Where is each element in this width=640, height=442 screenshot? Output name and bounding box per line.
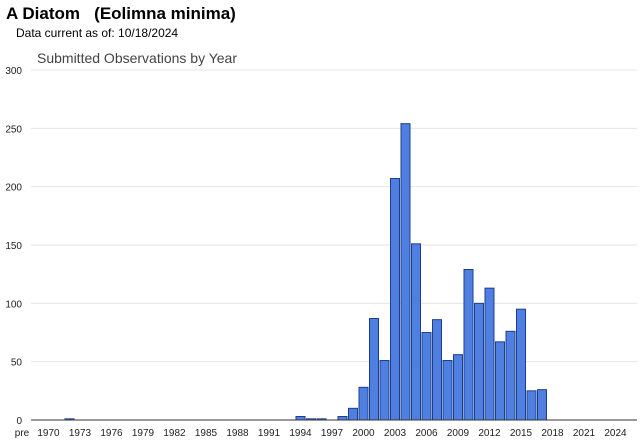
y-tick-label: 300 bbox=[5, 66, 22, 77]
y-tick-label: 250 bbox=[5, 124, 22, 135]
x-tick-label: 1976 bbox=[100, 428, 123, 439]
page-subtitle: Data current as of: 10/18/2024 bbox=[16, 26, 179, 40]
x-tick-label: 1985 bbox=[195, 428, 218, 439]
x-tick-label: 2012 bbox=[478, 428, 501, 439]
x-tick-label: 1988 bbox=[226, 428, 249, 439]
bar-2017 bbox=[537, 389, 547, 421]
x-tick-label: 1973 bbox=[69, 428, 92, 439]
bar-2010 bbox=[463, 269, 474, 421]
bar-1999 bbox=[348, 407, 358, 421]
x-tick-label: pre bbox=[15, 428, 30, 439]
chart-title: Submitted Observations by Year bbox=[37, 50, 238, 66]
x-tick-label: 2003 bbox=[384, 428, 407, 439]
y-tick-label: 150 bbox=[5, 241, 22, 252]
bar-1994 bbox=[295, 416, 306, 421]
y-tick-label: 0 bbox=[16, 416, 22, 427]
x-tick-label: 1979 bbox=[132, 428, 155, 439]
bar-2006 bbox=[421, 332, 432, 421]
x-tick-label: 2000 bbox=[352, 428, 375, 439]
x-tick-label: 2006 bbox=[415, 428, 438, 439]
y-tick-label: 100 bbox=[5, 299, 22, 310]
x-tick-label: 1991 bbox=[258, 428, 281, 439]
bar-2002 bbox=[379, 360, 390, 421]
x-tick-label: 1997 bbox=[321, 428, 344, 439]
bar-2008 bbox=[442, 360, 453, 421]
bar-2007 bbox=[432, 319, 442, 421]
bar-2005 bbox=[411, 243, 421, 421]
bar-2013 bbox=[495, 341, 505, 421]
x-tick-label: 2024 bbox=[604, 428, 627, 439]
x-tick-label: 1982 bbox=[163, 428, 186, 439]
bar-2004 bbox=[400, 123, 411, 421]
bar-2003 bbox=[390, 178, 400, 421]
bar-2014 bbox=[505, 330, 516, 421]
y-tick-label: 200 bbox=[5, 183, 22, 194]
x-tick-label: 2009 bbox=[447, 428, 470, 439]
x-tick-label: 2018 bbox=[541, 428, 564, 439]
bar-2000 bbox=[358, 386, 369, 421]
x-tick-label: 2021 bbox=[573, 428, 596, 439]
bar-2001 bbox=[369, 318, 379, 421]
bar-2009 bbox=[453, 354, 463, 421]
bar-2016 bbox=[526, 390, 537, 421]
bar-2011 bbox=[474, 302, 484, 421]
page-title: A Diatom (Eolimna minima) bbox=[6, 4, 236, 23]
x-tick-label: 1994 bbox=[289, 428, 312, 439]
x-tick-label: 1970 bbox=[37, 428, 60, 439]
bar-1998 bbox=[337, 416, 348, 421]
bar-2012 bbox=[484, 287, 495, 421]
x-tick-label: 2015 bbox=[510, 428, 533, 439]
bar-2015 bbox=[516, 308, 526, 421]
y-tick-label: 50 bbox=[11, 358, 23, 369]
